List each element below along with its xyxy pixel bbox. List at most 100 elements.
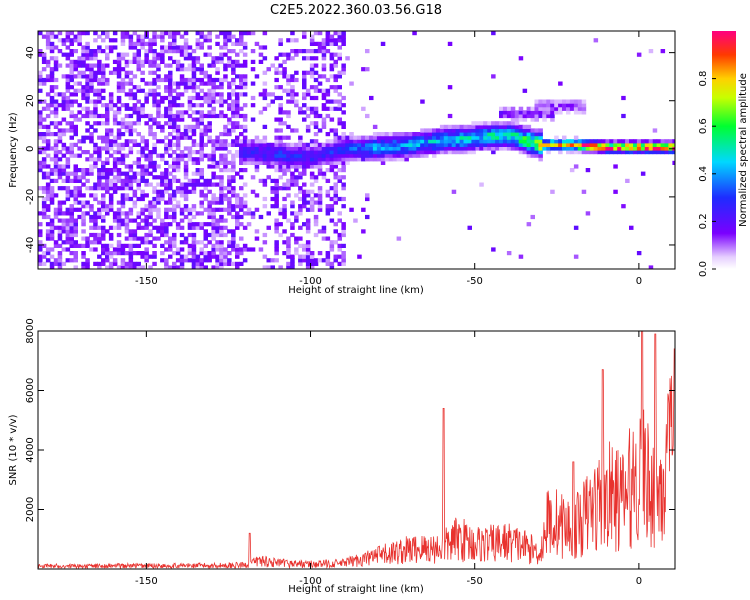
spectrogram-cell xyxy=(341,164,346,169)
spectrogram-cell xyxy=(93,218,98,223)
spectrogram-cell xyxy=(183,214,189,220)
spectrogram-cell xyxy=(73,196,78,202)
spectrogram-cell xyxy=(309,265,315,269)
spectrogram-cell xyxy=(278,168,283,173)
spectrogram-cell xyxy=(168,182,173,187)
spectrogram-cell xyxy=(101,77,106,83)
spectrogram-cell xyxy=(211,265,216,269)
spectrogram-cell xyxy=(621,142,626,147)
spectrogram-cell xyxy=(120,243,126,248)
spectrogram-cell xyxy=(223,258,228,263)
spectrogram-cell xyxy=(172,150,177,155)
spectrogram-cell xyxy=(305,146,311,151)
spectrogram-cell xyxy=(660,150,666,155)
spectrogram-cell xyxy=(569,106,575,111)
spectrogram-cell xyxy=(136,222,141,227)
spectrogram-cell xyxy=(491,247,496,252)
spectrogram-cell xyxy=(168,146,173,151)
spectrogram-cell xyxy=(124,214,130,220)
spectrogram-cell xyxy=(254,157,260,162)
spectrogram-cell xyxy=(569,99,575,104)
spectrogram-cell xyxy=(499,124,504,129)
spectrogram-cell xyxy=(207,240,212,245)
spectrogram-cell xyxy=(97,63,102,68)
spectrogram-cell xyxy=(566,103,571,108)
spectrogram-cell xyxy=(420,139,425,144)
spectrogram-cell xyxy=(140,236,145,241)
spectrogram-cell xyxy=(270,153,275,158)
spectrogram-cell xyxy=(392,139,398,144)
spectrogram-cell xyxy=(349,135,354,140)
spectrogram-cell xyxy=(97,113,102,119)
spectrogram-cell xyxy=(207,258,212,263)
spectrogram-cell xyxy=(140,103,145,108)
spectrogram-cell xyxy=(45,222,51,227)
spectrogram-cell xyxy=(219,182,224,187)
spectrogram-cell xyxy=(644,139,650,144)
spectrogram-cell xyxy=(199,146,204,151)
spectrogram-cell xyxy=(625,150,630,155)
spectrogram-cell xyxy=(625,139,630,144)
spectrogram-cell xyxy=(199,193,204,198)
spectrogram-cell xyxy=(73,222,78,227)
spectrogram-cell xyxy=(290,160,295,165)
spectrogram-cell xyxy=(105,31,110,36)
spectrogram-cell xyxy=(144,193,149,198)
spectrogram-cell xyxy=(538,146,543,151)
spectrogram-cell xyxy=(179,193,185,198)
spectrogram-cell xyxy=(227,117,232,122)
spectrogram-cell xyxy=(105,150,110,155)
spectrogram-cell xyxy=(309,106,315,111)
spectrogram-cell xyxy=(562,103,567,108)
spectrogram-cell xyxy=(254,160,260,165)
spectrogram-cell xyxy=(215,99,220,104)
spectrogram-cell xyxy=(105,182,110,187)
spectrogram-cell xyxy=(455,135,461,140)
spectrogram-cell xyxy=(538,110,543,115)
spectrogram-cell xyxy=(168,77,173,83)
spectrogram-cell xyxy=(136,88,141,93)
spectrogram-cell xyxy=(140,59,145,64)
spectrogram-cell xyxy=(219,214,224,220)
spectrogram-cell xyxy=(436,150,441,155)
spectrogram-cell xyxy=(290,254,295,259)
spectrogram-cell xyxy=(282,59,287,64)
spectrogram-cell xyxy=(321,88,327,93)
spectrogram-cell xyxy=(290,92,295,97)
spectrogram-cell xyxy=(61,225,67,230)
spectrogram-cell xyxy=(341,34,346,39)
spectrogram-cell xyxy=(89,132,94,137)
spectrogram-cell xyxy=(353,139,358,144)
spectrogram-cell xyxy=(93,150,98,155)
spectrogram-cell xyxy=(305,251,311,256)
spectrogram-cell xyxy=(160,95,165,101)
spectrogram-cell xyxy=(573,139,579,144)
spectrogram-cell xyxy=(140,113,145,119)
spectrogram-cell xyxy=(644,150,650,155)
spectrogram-cell xyxy=(329,150,335,155)
spectrogram-cell xyxy=(235,222,240,227)
spectrogram-cell xyxy=(487,146,492,151)
spectrogram-cell xyxy=(636,142,642,147)
spectrogram-cell xyxy=(203,95,208,101)
spectrogram-cell xyxy=(128,258,134,263)
spectrogram-cell xyxy=(365,150,370,155)
spectrogram-cell xyxy=(550,117,555,122)
spectrogram-cell xyxy=(128,261,134,266)
spectrogram-cell xyxy=(302,81,307,86)
spectrogram-cell xyxy=(239,142,244,147)
spectrogram-cell xyxy=(369,150,374,155)
spectrogram-cell xyxy=(101,146,106,151)
spectrogram-cell xyxy=(341,135,346,140)
spectrogram-cell xyxy=(487,124,492,129)
spectrogram-cell xyxy=(69,63,74,68)
spectrogram-cell xyxy=(282,157,287,162)
spectrogram-cell xyxy=(175,67,181,72)
spectrogram-cell xyxy=(41,106,47,111)
spectrogram-cell xyxy=(231,124,236,129)
spectrogram-cell xyxy=(152,121,157,126)
spectrogram-cell xyxy=(589,146,595,151)
spectrogram-cell xyxy=(49,232,55,238)
spectrogram-cell xyxy=(629,225,634,230)
spectrogram-cell xyxy=(101,95,106,101)
